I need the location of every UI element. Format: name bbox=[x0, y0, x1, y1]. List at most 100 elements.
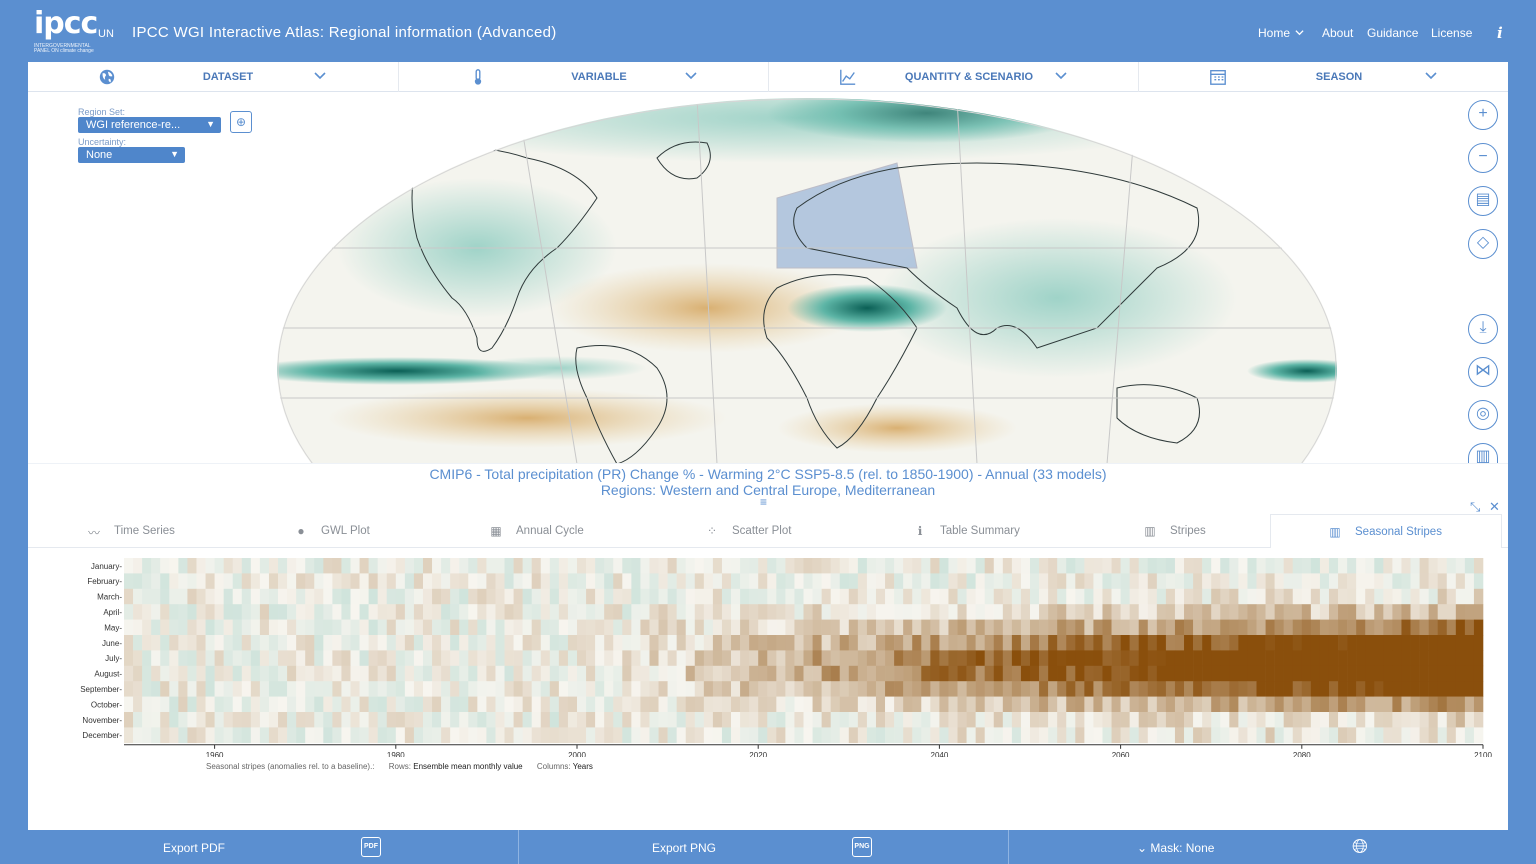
heatmap-cell bbox=[875, 588, 886, 605]
variable-selector[interactable]: VARIABLE bbox=[398, 62, 768, 92]
heatmap-cell bbox=[740, 681, 750, 697]
collapse-icon[interactable]: ⤡ bbox=[1470, 499, 1481, 514]
heatmap-cell bbox=[1310, 681, 1321, 697]
heatmap-cell bbox=[549, 650, 560, 667]
heatmap-cell bbox=[1256, 573, 1266, 590]
heatmap-cell bbox=[848, 588, 859, 605]
heatmap-cell bbox=[1030, 650, 1040, 667]
heatmap-cell bbox=[921, 558, 931, 574]
resize-handle-icon[interactable]: ≡ bbox=[760, 495, 768, 509]
heatmap-cell bbox=[522, 727, 532, 744]
heatmap-cell bbox=[1374, 588, 1384, 605]
heatmap-cell bbox=[1174, 635, 1185, 651]
heatmap-cell bbox=[1084, 588, 1094, 605]
heatmap-cell bbox=[640, 665, 650, 682]
heatmap-cell bbox=[1283, 696, 1294, 713]
heatmap-cell bbox=[350, 696, 360, 713]
heatmap-cell bbox=[1202, 604, 1212, 620]
export-png-button[interactable]: Export PNG PNG bbox=[518, 830, 1008, 864]
heatmap-cell bbox=[196, 712, 206, 728]
zoom-out-button[interactable]: − bbox=[1468, 143, 1498, 173]
heatmap-cell bbox=[341, 650, 351, 667]
heatmap-cell bbox=[1102, 573, 1112, 590]
heatmap-cell bbox=[477, 558, 487, 574]
heatmap-cell bbox=[395, 696, 406, 713]
heatmap-cell bbox=[1256, 712, 1266, 728]
heatmap-cell bbox=[1193, 665, 1203, 682]
heatmap-cell bbox=[975, 635, 985, 651]
heatmap-cell bbox=[296, 681, 306, 697]
zoom-in-button[interactable]: + bbox=[1468, 100, 1498, 130]
heatmap-cell bbox=[676, 588, 687, 605]
heatmap-cell bbox=[894, 635, 904, 651]
quantity-scenario-selector[interactable]: QUANTITY & SCENARIO bbox=[768, 62, 1138, 92]
heatmap-cell bbox=[1165, 619, 1176, 636]
region-set-dropdown[interactable]: WGI reference-re... ▼ bbox=[78, 117, 221, 133]
heatmap-cell bbox=[151, 573, 161, 590]
info-icon[interactable]: i bbox=[1497, 24, 1503, 42]
tab-stripes[interactable]: ▥ Stripes bbox=[1142, 514, 1252, 548]
heatmap-cell bbox=[1238, 650, 1248, 667]
heatmap-cell bbox=[993, 696, 1004, 713]
nav-license[interactable]: License bbox=[1431, 26, 1473, 40]
download-button[interactable]: ⤓ bbox=[1468, 314, 1498, 344]
heatmap-cell bbox=[721, 619, 732, 636]
heatmap-cell bbox=[740, 635, 750, 651]
heatmap-cell bbox=[1066, 665, 1076, 682]
heatmap-cell bbox=[1446, 696, 1457, 713]
heatmap-cell bbox=[758, 619, 768, 636]
locate-button[interactable]: ◎ bbox=[1468, 400, 1498, 430]
dataset-selector[interactable]: DATASET bbox=[28, 62, 398, 92]
tag-button[interactable]: ◇ bbox=[1468, 229, 1498, 259]
heatmap-cell bbox=[631, 665, 641, 682]
heatmap-cell bbox=[1338, 696, 1348, 713]
heatmap-cell bbox=[495, 696, 505, 713]
close-icon[interactable]: ✕ bbox=[1489, 499, 1500, 514]
nav-about[interactable]: About bbox=[1322, 26, 1354, 40]
export-pdf-button[interactable]: Export PDF PDF bbox=[28, 830, 518, 864]
tab-scatter-plot[interactable]: ⁘ Scatter Plot bbox=[704, 514, 844, 548]
tab-time-series[interactable]: 〰 Time Series bbox=[86, 514, 236, 548]
uncertainty-dropdown[interactable]: None ▼ bbox=[78, 147, 185, 163]
heatmap-cell bbox=[740, 588, 750, 605]
tab-gwl-plot[interactable]: ● GWL Plot bbox=[293, 514, 413, 548]
heatmap-cell bbox=[441, 665, 451, 682]
heatmap-cell bbox=[731, 619, 741, 636]
heatmap-cell bbox=[1464, 681, 1475, 697]
heatmap-cell bbox=[1428, 635, 1438, 651]
heatmap-cell bbox=[857, 665, 868, 682]
heatmap-cell bbox=[1002, 604, 1013, 620]
tab-table-summary[interactable]: ℹ Table Summary bbox=[912, 514, 1062, 548]
heatmap-cell bbox=[232, 558, 243, 574]
tab-annual-cycle[interactable]: ▦ Annual Cycle bbox=[488, 514, 628, 548]
map-extra-button[interactable]: ▥ bbox=[1468, 443, 1498, 465]
heatmap-cell bbox=[957, 604, 967, 620]
nav-home[interactable]: Home bbox=[1258, 26, 1304, 40]
heatmap-cell bbox=[1265, 727, 1275, 744]
heatmap-cell bbox=[1338, 665, 1348, 682]
heatmap-cell bbox=[912, 650, 922, 667]
share-button[interactable]: ⋈ bbox=[1468, 357, 1498, 387]
row-tick-label: August- bbox=[94, 670, 122, 679]
nav-guidance[interactable]: Guidance bbox=[1367, 26, 1419, 40]
world-map[interactable] bbox=[277, 98, 1337, 464]
heatmap-cell bbox=[513, 650, 523, 667]
seasonal-stripes-heatmap[interactable]: January-February-March-April-May-June-Ju… bbox=[28, 552, 1508, 760]
heatmap-cell bbox=[323, 573, 333, 590]
heatmap-cell bbox=[287, 712, 297, 728]
heatmap-cell bbox=[350, 558, 360, 574]
plot-tabs: 〰 Time Series ● GWL Plot ▦ Annual Cycle … bbox=[28, 514, 1508, 548]
chart-note: Seasonal stripes (anomalies rel. to a ba… bbox=[206, 762, 593, 771]
tab-seasonal-stripes[interactable]: ▥ Seasonal Stripes bbox=[1270, 514, 1502, 548]
precipitation-map[interactable] bbox=[277, 98, 1337, 464]
heatmap-cell bbox=[1383, 619, 1393, 636]
heatmap-cell bbox=[223, 558, 234, 574]
map-layers-button[interactable]: ▤ bbox=[1468, 186, 1498, 216]
ipcc-logo[interactable]: ipcc UN INTERGOVERNMENTAL PANEL ON clima… bbox=[34, 6, 124, 54]
mask-button[interactable]: ⌄ Mask: None 🌐︎ bbox=[1008, 830, 1508, 864]
heatmap-cell bbox=[1238, 604, 1248, 620]
season-selector[interactable]: SEASON bbox=[1138, 62, 1508, 92]
heatmap-cell bbox=[694, 727, 705, 744]
region-globe-button[interactable]: ⊕ bbox=[230, 111, 252, 133]
heatmap-cell bbox=[413, 604, 424, 620]
